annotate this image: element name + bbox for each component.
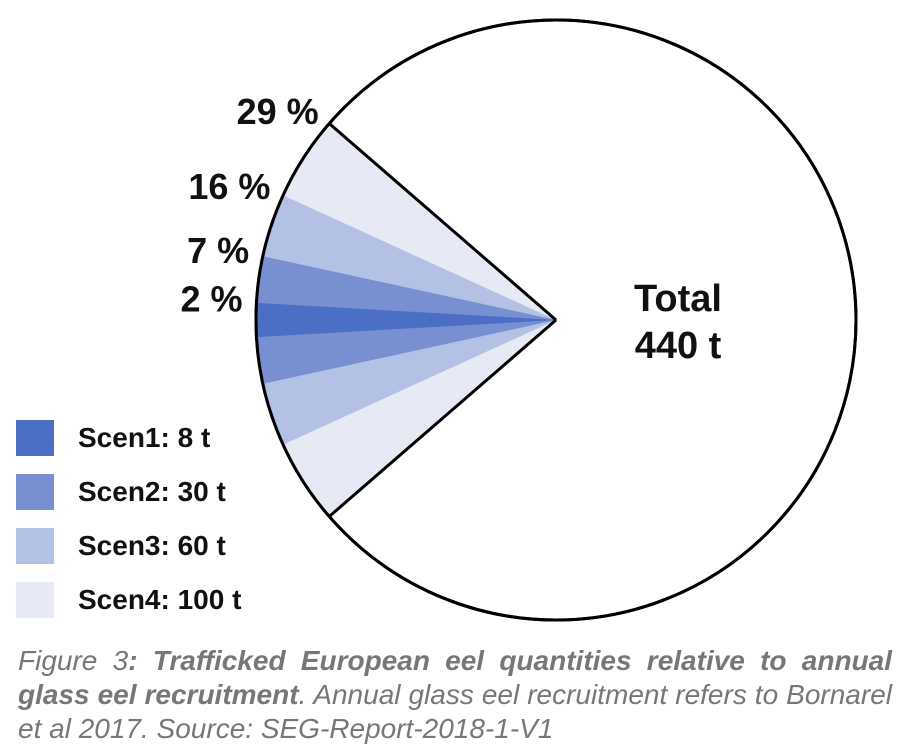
legend-label-scen1: Scen1: 8 t xyxy=(78,422,211,453)
legend: Scen1: 8 t Scen2: 30 t Scen3: 60 t Scen4… xyxy=(16,420,241,636)
percent-labels: 2 % 7 % 16 % 29 % xyxy=(180,91,318,320)
legend-item-scen2: Scen2: 30 t xyxy=(16,474,241,510)
total-label-line2: 440 t xyxy=(635,325,722,367)
caption-title: : Trafficked European eel quantities rel… xyxy=(18,645,893,710)
pie-slice-scen1 xyxy=(255,302,556,338)
legend-swatch-scen2 xyxy=(16,474,54,510)
percent-label-scen3: 16 % xyxy=(188,166,270,207)
legend-label-scen2: Scen2: 30 t xyxy=(78,476,226,507)
percent-label-scen1: 2 % xyxy=(180,279,242,320)
pie-chart: 2 % 7 % 16 % 29 % Total 440 t xyxy=(180,18,858,622)
legend-swatch-scen3 xyxy=(16,528,54,564)
figure-caption: Figure 3: Trafficked European eel quanti… xyxy=(18,644,892,746)
wedge-edge-lower xyxy=(328,318,557,518)
total-label-line1: Total xyxy=(634,278,722,320)
legend-label-scen3: Scen3: 60 t xyxy=(78,530,226,561)
caption-prefix: Figure 3 xyxy=(18,645,129,676)
caption-rest: . Annual glass eel recruitment refers to… xyxy=(18,679,892,744)
pie-slices xyxy=(254,18,858,622)
legend-item-scen1: Scen1: 8 t xyxy=(16,420,241,456)
wedge-edge-upper xyxy=(328,122,557,322)
legend-label-scen4: Scen4: 100 t xyxy=(78,584,242,615)
legend-swatch-scen4 xyxy=(16,582,54,618)
legend-item-scen3: Scen3: 60 t xyxy=(16,528,241,564)
legend-item-scen4: Scen4: 100 t xyxy=(16,582,241,618)
percent-label-scen2: 7 % xyxy=(187,230,249,271)
pie-outline xyxy=(254,18,858,622)
legend-swatch-scen1 xyxy=(16,420,54,456)
percent-label-scen4: 29 % xyxy=(237,91,319,132)
